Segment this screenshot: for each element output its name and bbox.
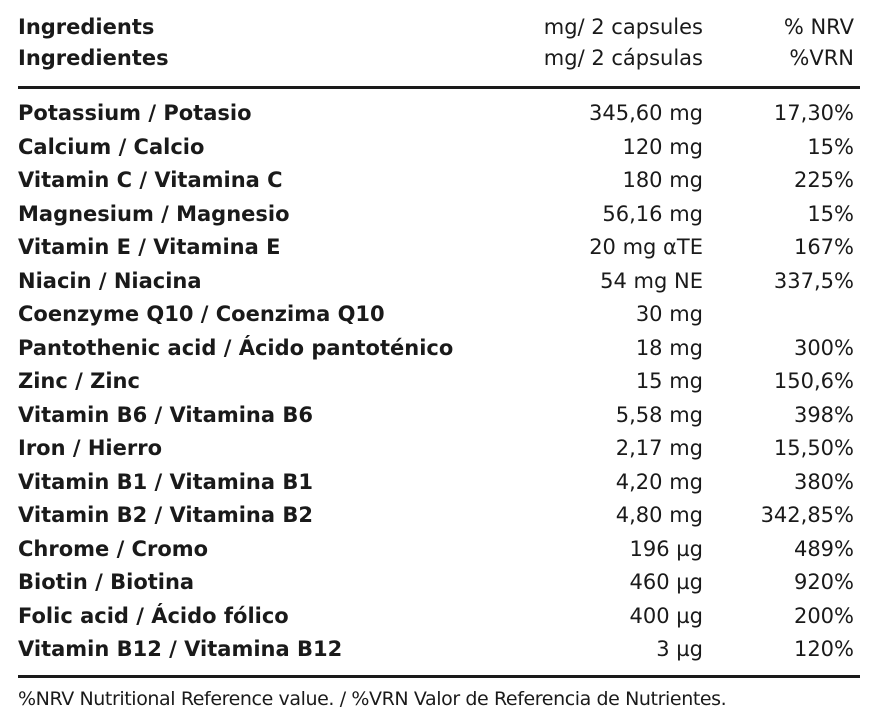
ingredient-nrv: 398%	[793, 402, 854, 427]
ingredient-nrv: 300%	[793, 335, 854, 360]
ingredient-amount: 120 mg	[622, 134, 703, 159]
ingredient-nrv: 15,50%	[773, 436, 854, 460]
ingredient-name: Vitamin C / Vitamina C	[18, 168, 283, 192]
ingredient-amount: 4,80 mg	[615, 503, 703, 527]
ingredient-name: Magnesium / Magnesio	[18, 201, 290, 226]
ingredient-nrv: 15%	[807, 134, 854, 159]
ingredient-name: Folic acid / Ácido fólico	[18, 603, 289, 628]
nutrition-table: Ingredients mg/ 2 capsules % NRV Ingredi…	[18, 12, 860, 710]
header-ingredients-en: Ingredients	[18, 15, 155, 39]
ingredient-nrv: 17,30%	[773, 101, 854, 125]
table-row: Iron / Hierro 2,17 mg 15,50%	[18, 432, 860, 466]
ingredient-nrv: 120%	[793, 637, 854, 661]
ingredient-amount: 3 µg	[656, 637, 703, 661]
ingredient-nrv: 342,85%	[760, 503, 854, 527]
ingredient-amount: 345,60 mg	[589, 101, 703, 125]
ingredient-name: Biotin / Biotina	[18, 570, 195, 594]
table-row: Folic acid / Ácido fólico 400 µg 200%	[18, 600, 860, 634]
ingredient-amount: 20 mg αTE	[589, 235, 703, 259]
table-row: Zinc / Zinc 15 mg 150,6%	[18, 365, 860, 399]
ingredient-name: Vitamin B12 / Vitamina B12	[18, 637, 343, 661]
table-row: Vitamin B6 / Vitamina B6 5,58 mg 398%	[18, 399, 860, 433]
ingredient-name: Niacin / Niacina	[18, 268, 202, 293]
ingredient-amount: 5,58 mg	[615, 402, 703, 427]
table-row: Vitamin B12 / Vitamina B12 3 µg 120%	[18, 633, 860, 667]
ingredient-nrv: 489%	[793, 536, 854, 561]
table-row: Pantothenic acid / Ácido pantoténico 18 m…	[18, 332, 860, 366]
table-row: Biotin / Biotina 460 µg 920%	[18, 566, 860, 600]
header-row-es: Ingredientes mg/ 2 cápsulas %VRN	[18, 43, 860, 74]
header-ingredients-es: Ingredientes	[18, 46, 169, 70]
table-row: Vitamin B2 / Vitamina B2 4,80 mg 342,85%	[18, 499, 860, 533]
table-row: Potassium / Potasio 345,60 mg 17,30%	[18, 97, 860, 131]
ingredient-nrv: 920%	[793, 570, 854, 594]
ingredient-rows: Potassium / Potasio 345,60 mg 17,30% Calciu…	[18, 97, 860, 667]
ingredient-amount: 460 µg	[629, 570, 703, 594]
ingredient-name: Pantothenic acid / Ácido pantoténico	[18, 335, 454, 360]
table-row: Vitamin E / Vitamina E 20 mg αTE 167%	[18, 231, 860, 265]
ingredient-amount: 18 mg	[635, 335, 703, 360]
ingredient-name: Vitamin B1 / Vitamina B1	[18, 469, 313, 494]
table-row: Vitamin C / Vitamina C 180 mg 225%	[18, 164, 860, 198]
header-row-en: Ingredients mg/ 2 capsules % NRV	[18, 12, 860, 43]
table-row: Chrome / Cromo 196 µg 489%	[18, 533, 860, 567]
ingredient-name: Vitamin B2 / Vitamina B2	[18, 503, 313, 527]
ingredient-name: Chrome / Cromo	[18, 536, 209, 561]
ingredient-amount: 196 µg	[629, 536, 703, 561]
header-amount-es: mg/ 2 cápsulas	[543, 46, 703, 70]
ingredient-amount: 15 mg	[635, 369, 703, 393]
header-nrv-en: % NRV	[783, 15, 854, 39]
footer-divider	[18, 674, 860, 678]
ingredient-amount: 56,16 mg	[602, 201, 703, 226]
ingredient-name: Vitamin B6 / Vitamina B6	[18, 402, 313, 427]
table-row: Coenzyme Q10 / Coenzima Q10 30 mg	[18, 298, 860, 332]
ingredient-name: Zinc / Zinc	[18, 369, 140, 393]
ingredient-nrv: 200%	[793, 603, 854, 628]
table-row: Calcium / Calcio 120 mg 15%	[18, 131, 860, 165]
table-row: Vitamin B1 / Vitamina B1 4,20 mg 380%	[18, 466, 860, 500]
ingredient-amount: 2,17 mg	[615, 436, 703, 460]
ingredient-amount: 30 mg	[635, 302, 703, 326]
table-row: Niacin / Niacina 54 mg NE 337,5%	[18, 265, 860, 299]
ingredient-nrv: 15%	[807, 201, 854, 226]
ingredient-name: Coenzyme Q10 / Coenzima Q10	[18, 302, 385, 326]
ingredient-name: Calcium / Calcio	[18, 134, 205, 159]
ingredient-name: Iron / Hierro	[18, 436, 162, 460]
header-divider	[18, 86, 860, 89]
ingredient-amount: 4,20 mg	[615, 469, 703, 494]
ingredient-amount: 400 µg	[629, 603, 703, 628]
ingredient-nrv: 150,6%	[773, 369, 854, 393]
ingredient-name: Potassium / Potasio	[18, 101, 252, 125]
ingredient-amount: 54 mg NE	[600, 268, 703, 293]
ingredient-nrv: 337,5%	[773, 268, 854, 293]
table-row: Magnesium / Magnesio 56,16 mg 15%	[18, 198, 860, 232]
footnote: %NRV Nutritional Reference value. / %VRN…	[18, 687, 727, 710]
ingredient-nrv: 380%	[793, 469, 854, 494]
ingredient-nrv: 225%	[793, 168, 854, 192]
header-amount-en: mg/ 2 capsules	[543, 15, 703, 39]
table-header: Ingredients mg/ 2 capsules % NRV Ingredi…	[18, 12, 860, 76]
header-nrv-es: %VRN	[789, 46, 854, 70]
ingredient-name: Vitamin E / Vitamina E	[18, 235, 281, 259]
ingredient-nrv: 167%	[793, 235, 854, 259]
ingredient-amount: 180 mg	[622, 168, 703, 192]
